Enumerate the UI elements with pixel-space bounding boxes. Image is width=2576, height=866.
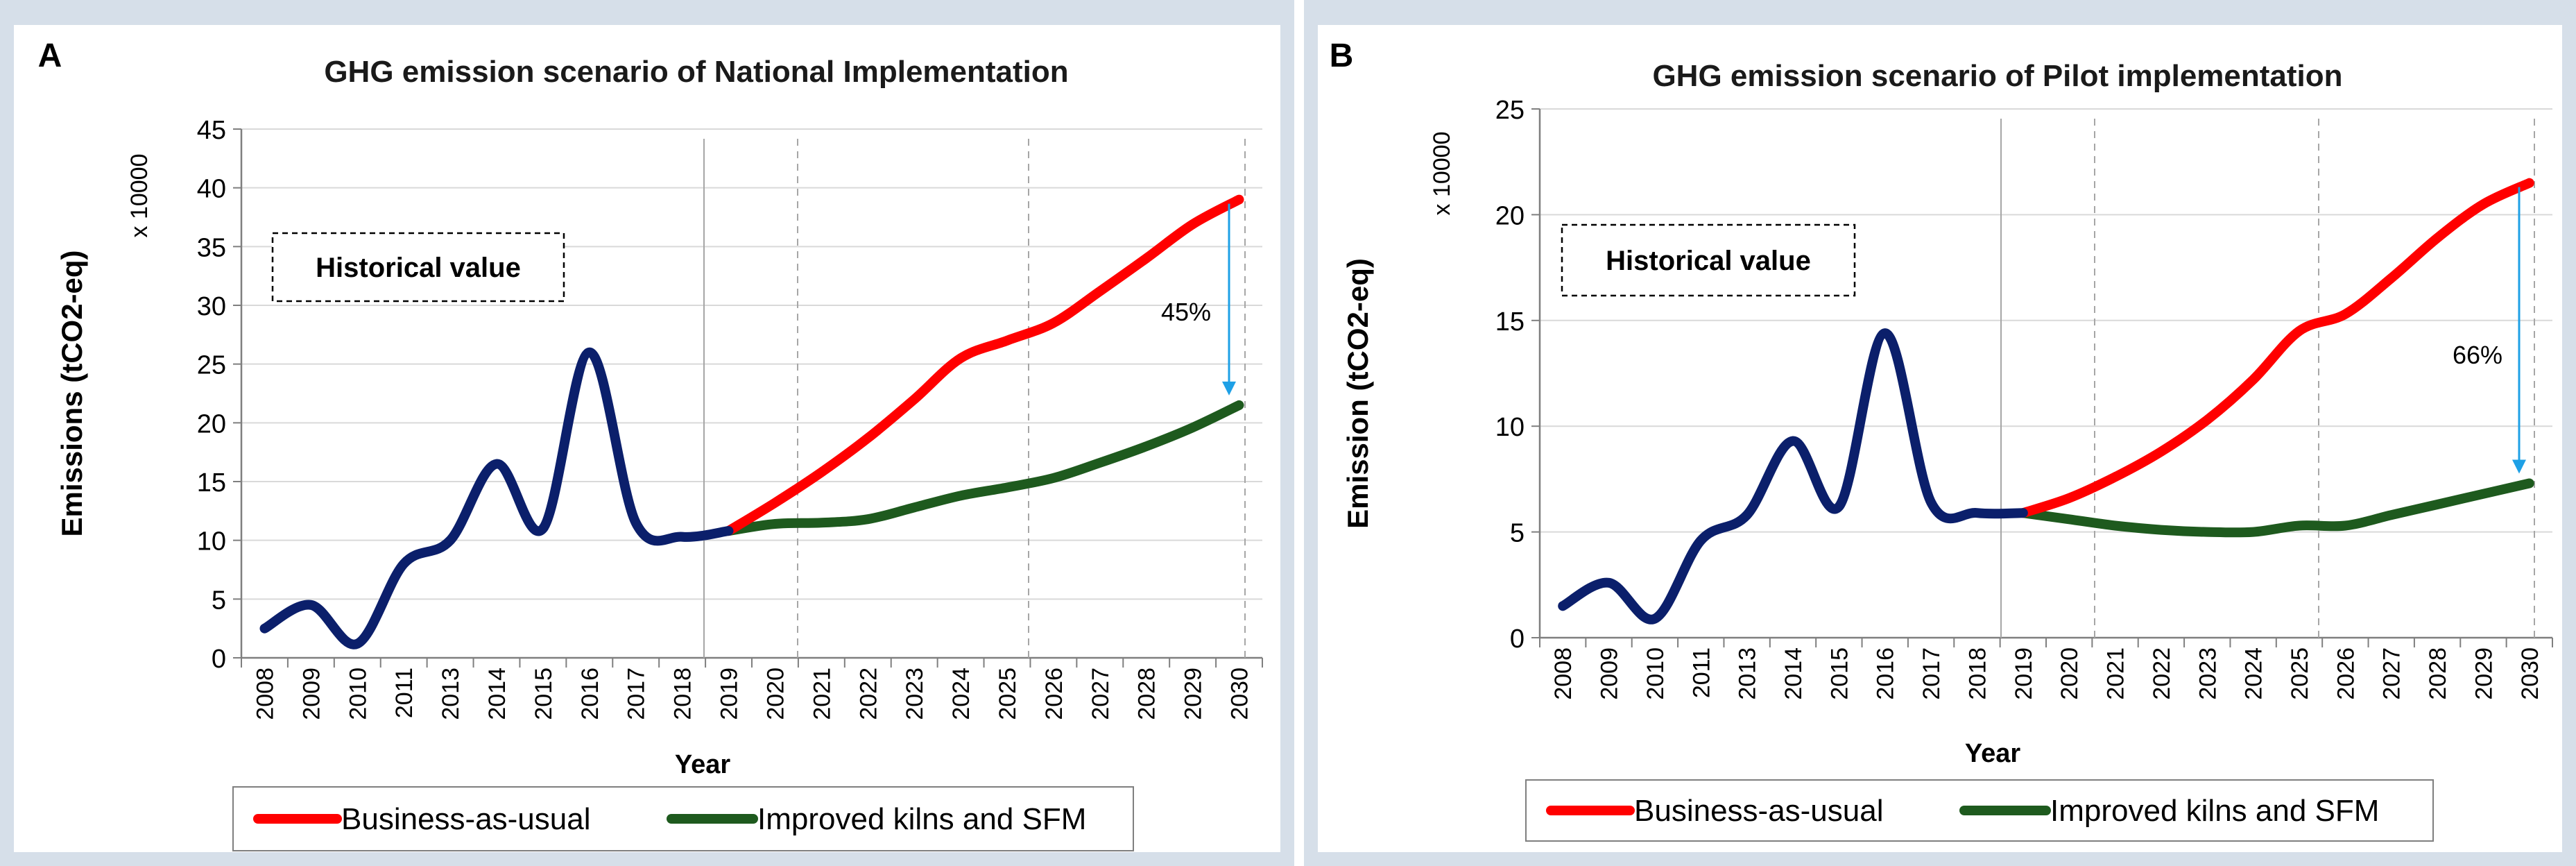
x-tick-label: 2014: [1780, 647, 1807, 700]
x-tick-label: 2017: [624, 668, 650, 720]
x-tick-label: 2021: [2103, 647, 2129, 700]
y-tick-label: 25: [197, 351, 226, 380]
y-tick-label: 10: [1495, 413, 1525, 442]
y-tick-label: 0: [212, 645, 226, 674]
x-tick-label: 2013: [438, 668, 464, 720]
x-tick-label: 2021: [809, 668, 835, 720]
x-tick-label: 2025: [2287, 647, 2313, 700]
x-axis-title: Year: [1965, 739, 2021, 768]
x-tick-label: 2008: [1550, 647, 1577, 700]
legend: Business-as-usual Improved kilns and SFM: [232, 786, 1134, 851]
x-tick-label: 2011: [391, 668, 418, 718]
y-tick-label: 10: [197, 527, 226, 557]
x-tick-label: 2027: [2379, 647, 2405, 700]
reduction-label: 66%: [2453, 341, 2502, 369]
x-tick-label: 2011: [1688, 647, 1715, 698]
x-tick-label: 2024: [948, 668, 974, 720]
improved-series: [2018, 478, 2534, 538]
chart-title: GHG emission scenario of National Implem…: [324, 55, 1068, 89]
chart-area: [14, 25, 1280, 852]
y-tick-label: 5: [212, 586, 226, 615]
x-tick-label: 2030: [1227, 668, 1253, 720]
legend-label-improved: Improved kilns and SFM: [2050, 794, 2379, 828]
x-tick-label: 2016: [577, 668, 603, 720]
x-tick-label: 2009: [1597, 647, 1623, 700]
panel-B: B GHG emission scenario of Pilot implemen…: [1304, 0, 2576, 866]
x-tick-label: 2019: [2011, 647, 2037, 700]
y-tick-label: 25: [1495, 96, 1525, 125]
y-axis-multiplier: x 10000: [126, 154, 153, 238]
x-tick-label: 2025: [995, 668, 1021, 720]
historical-value-box: [271, 232, 565, 303]
x-tick-label: 2023: [902, 668, 928, 720]
historical-series: [259, 347, 734, 650]
bau-series: [2018, 178, 2534, 518]
x-tick-label: 2015: [1826, 647, 1853, 700]
x-tick-label: 2023: [2195, 647, 2221, 700]
y-axis-title: Emissions (tCO2-eq): [55, 250, 88, 536]
improved-series: [723, 400, 1244, 536]
x-tick-label: 2018: [1964, 647, 1991, 700]
panel-label-box: [14, 25, 86, 89]
x-tick-label: 2029: [1180, 668, 1207, 720]
y-tick-label: 30: [197, 292, 226, 321]
y-tick-label: 20: [1495, 201, 1525, 230]
y-axis-title: Emission (tCO2-eq): [1341, 258, 1374, 529]
x-tick-label: 2010: [345, 668, 371, 720]
legend-label-bau: Business-as-usual: [1634, 794, 1884, 828]
x-tick-label: 2017: [1918, 647, 1945, 700]
x-tick-label: 2022: [855, 668, 882, 720]
x-tick-label: 2028: [1134, 668, 1160, 720]
y-tick-label: 15: [1495, 307, 1525, 337]
x-tick-label: 2029: [2471, 647, 2497, 700]
x-tick-label: 2013: [1735, 647, 1761, 700]
y-tick-label: 0: [1510, 625, 1525, 654]
y-tick-label: 5: [1510, 519, 1525, 548]
y-tick-label: 15: [197, 468, 226, 498]
y-tick-label: 45: [197, 116, 226, 145]
x-tick-label: 2019: [716, 668, 743, 720]
x-tick-label: 2026: [1041, 668, 1067, 720]
x-tick-label: 2016: [1873, 647, 1899, 700]
reduction-arrow-head: [1222, 381, 1236, 396]
panel-label: A: [38, 37, 62, 74]
panel-label: B: [1330, 37, 1354, 74]
legend-label-improved: Improved kilns and SFM: [757, 802, 1086, 836]
x-tick-label: 2026: [2333, 647, 2359, 700]
x-tick-label: 2020: [762, 668, 789, 720]
chart-title: GHG emission scenario of Pilot implement…: [1652, 59, 2342, 93]
historical-value-label: Historical value: [316, 253, 521, 283]
y-tick-label: 40: [197, 175, 226, 204]
reduction-label: 45%: [1161, 298, 1211, 326]
x-tick-label: 2020: [2056, 647, 2083, 700]
x-tick-label: 2015: [531, 668, 557, 720]
x-axis-title: Year: [675, 750, 731, 779]
x-tick-label: 2010: [1642, 647, 1669, 700]
x-tick-label: 2018: [670, 668, 696, 720]
legend: Business-as-usual Improved kilns and SFM: [1525, 779, 2434, 842]
x-tick-label: 2027: [1088, 668, 1114, 720]
x-tick-label: 2022: [2149, 647, 2175, 700]
y-axis-multiplier: x 10000: [1429, 132, 1455, 216]
x-tick-label: 2024: [2241, 647, 2267, 700]
y-tick-label: 35: [197, 233, 226, 262]
panel-label-box: [1318, 25, 1390, 89]
y-tick-label: 20: [197, 409, 226, 439]
x-tick-label: 2009: [298, 668, 325, 720]
chart-area: [1318, 25, 2562, 852]
legend-label-bau: Business-as-usual: [341, 802, 591, 836]
panel-A: A GHG emission scenario of National Imple…: [0, 0, 1294, 866]
x-tick-label: 2028: [2425, 647, 2451, 700]
historical-series: [1558, 328, 2028, 625]
reduction-arrow-head: [2512, 459, 2526, 474]
x-tick-label: 2008: [252, 668, 278, 720]
bau-series: [723, 194, 1244, 536]
historical-value-box: [1561, 223, 1856, 297]
x-tick-label: 2030: [2517, 647, 2543, 700]
historical-value-label: Historical value: [1606, 246, 1811, 276]
x-tick-label: 2014: [484, 668, 510, 720]
